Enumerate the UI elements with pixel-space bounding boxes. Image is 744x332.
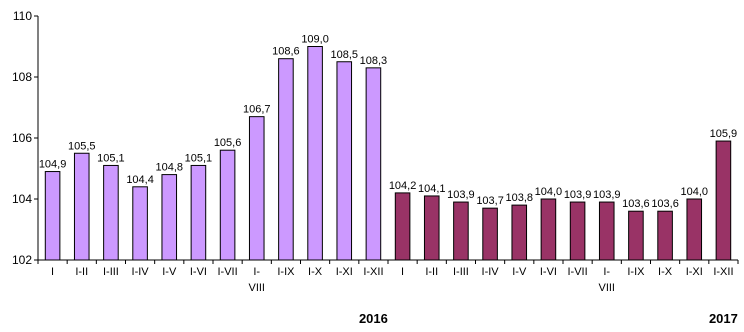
bar-2017-5 — [511, 204, 528, 261]
data-label: 105,9 — [710, 128, 738, 140]
bar-2016-3 — [103, 164, 119, 261]
category-label-line2: VIII — [248, 282, 265, 294]
bar-2016-11 — [336, 61, 353, 261]
category-label: I-X — [658, 266, 673, 278]
category-label: I-IX — [627, 266, 645, 278]
data-label: 103,9 — [593, 189, 621, 201]
category-label: I-V — [162, 266, 177, 278]
axes: 102 104 106 108 110 — [12, 9, 739, 267]
bar-2016-1 — [44, 171, 61, 261]
category-label: I-XI — [336, 266, 353, 278]
data-label: 103,7 — [476, 195, 504, 207]
data-label: 109,0 — [301, 34, 329, 46]
data-label: 103,6 — [651, 198, 679, 210]
y-tick-label: 104 — [12, 192, 32, 206]
data-label: 104,9 — [39, 159, 67, 171]
data-label: 108,6 — [272, 46, 300, 58]
bar-2017-11 — [686, 198, 703, 261]
bar-2017-6 — [540, 198, 557, 261]
bar-2017-12 — [715, 140, 732, 261]
bars — [44, 46, 732, 261]
bar-2017-9 — [628, 210, 644, 261]
bar-2017-2 — [423, 195, 440, 261]
bar-2016-12 — [365, 67, 382, 261]
category-label: I- — [603, 266, 610, 278]
year-label-2017: 2017 — [709, 311, 738, 326]
data-label: 105,5 — [68, 140, 96, 152]
bar-2016-4 — [132, 186, 148, 261]
bar-2017-8 — [598, 201, 615, 261]
y-tick-label: 110 — [13, 9, 32, 23]
data-label: 104,8 — [155, 162, 183, 174]
y-tick-label: 102 — [12, 253, 32, 267]
bar-2016-2 — [73, 152, 90, 261]
bar-2017-7 — [569, 201, 586, 261]
category-label: I-IX — [277, 266, 295, 278]
year-labels: 2016 2017 — [359, 311, 738, 326]
category-label: I-XI — [686, 266, 703, 278]
category-label: I — [51, 266, 54, 278]
bar-2017-4 — [482, 207, 498, 261]
data-labels: 104,9105,5105,1104,4104,8105,1105,6106,7… — [39, 34, 737, 211]
category-label: I-III — [453, 266, 469, 278]
category-label: I-III — [103, 266, 119, 278]
data-label: 103,9 — [447, 189, 475, 201]
y-tick-label: 108 — [12, 70, 32, 84]
bar-2016-9 — [278, 58, 294, 261]
category-label: I-IV — [482, 266, 500, 278]
data-label: 104,0 — [535, 186, 563, 198]
data-label: 103,9 — [564, 189, 592, 201]
category-label: I — [401, 266, 404, 278]
y-tick-label: 106 — [12, 131, 32, 145]
category-label: I-VI — [540, 266, 557, 278]
data-label: 104,2 — [389, 180, 417, 192]
bar-2016-6 — [190, 164, 207, 261]
bar-2016-8 — [248, 116, 265, 261]
data-label: 106,7 — [243, 104, 271, 116]
bar-2017-10 — [657, 210, 673, 261]
data-label: 104,0 — [680, 186, 708, 198]
category-label: I-VII — [567, 266, 587, 278]
data-label: 103,8 — [505, 192, 533, 204]
category-label: I-VII — [217, 266, 237, 278]
data-label: 105,1 — [97, 152, 125, 164]
data-label: 105,1 — [185, 152, 213, 164]
year-label-2016: 2016 — [359, 311, 388, 326]
category-label-line2: VIII — [598, 282, 615, 294]
category-label: I-II — [75, 266, 88, 278]
bar-2016-7 — [219, 149, 236, 261]
category-label: I-IV — [132, 266, 150, 278]
category-label: I-II — [425, 266, 438, 278]
category-label: I- — [253, 266, 260, 278]
data-label: 105,6 — [214, 137, 242, 149]
bar-2016-10 — [307, 46, 323, 261]
bar-2017-3 — [453, 201, 469, 261]
data-label: 104,4 — [126, 174, 154, 186]
category-label: I-XII — [713, 266, 733, 278]
data-label: 104,1 — [418, 183, 446, 195]
bar-2017-1 — [394, 192, 411, 261]
bar-2016-5 — [161, 174, 178, 261]
category-label: I-X — [308, 266, 323, 278]
category-label: I-VI — [190, 266, 207, 278]
category-label: I-V — [512, 266, 527, 278]
data-label: 108,3 — [360, 55, 388, 67]
data-label: 103,6 — [622, 198, 650, 210]
category-label: I-XII — [363, 266, 383, 278]
data-label: 108,5 — [330, 49, 358, 61]
